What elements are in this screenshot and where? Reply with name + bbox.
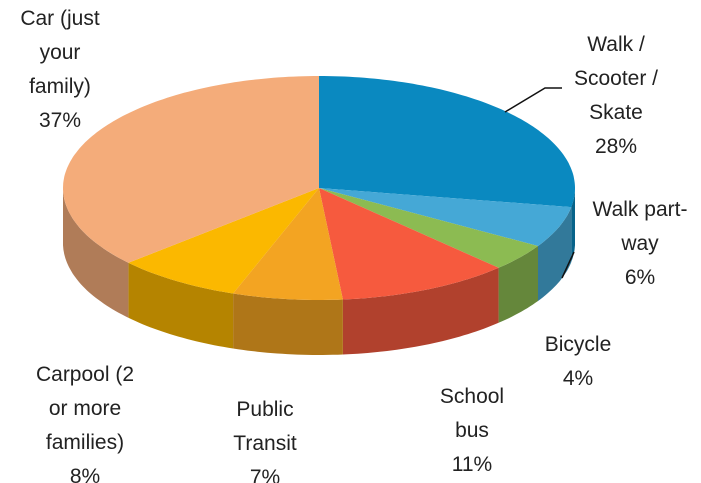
value-label: 7% (249, 466, 281, 483)
pie-slice (63, 76, 319, 263)
pie-slice (233, 188, 343, 300)
pie-slice (319, 76, 575, 208)
category-label: Bicycle (544, 333, 612, 356)
pie-slice (319, 188, 572, 246)
value-label: 4% (562, 367, 594, 390)
slice-label: Walk part-way 6% (590, 193, 690, 295)
category-label: Carpool (2 or more families) (35, 363, 135, 454)
slice-label: School bus 11% (432, 380, 512, 482)
value-label: 11% (451, 453, 493, 476)
slice-label: Bicycle 4% (523, 328, 633, 396)
pie-slice-side (538, 207, 572, 301)
pie-slice-side (63, 188, 129, 318)
pie-slice (319, 188, 499, 300)
pie-slice-side (128, 262, 234, 349)
category-label: School bus (439, 385, 505, 442)
slice-label: Carpool (2 or more families) 8% (25, 358, 145, 483)
slice-label: Car (just your family) 37% (8, 2, 113, 138)
leader-line (561, 251, 575, 279)
leader-line (504, 87, 562, 113)
pie-sides (63, 188, 575, 355)
value-label: 6% (624, 266, 656, 289)
pie-slice-side (342, 267, 499, 355)
pie-slice (128, 188, 319, 294)
pie-slice (319, 188, 538, 268)
value-label: 8% (69, 465, 101, 483)
category-label: Car (just your family) (20, 7, 100, 98)
value-label: 28% (594, 135, 638, 158)
pie-slice-side (571, 188, 575, 263)
pie-tops (63, 76, 575, 300)
category-label: Walk / Scooter / Skate (573, 33, 659, 124)
pie-slice-side (498, 246, 538, 323)
category-label: Public Transit (233, 398, 297, 455)
category-label: Walk part-way (592, 198, 688, 255)
slice-label: Public Transit 7% (220, 393, 310, 483)
pie-slice-side (233, 293, 343, 355)
value-label: 37% (38, 109, 82, 132)
slice-label: Walk / Scooter / Skate 28% (561, 28, 671, 164)
